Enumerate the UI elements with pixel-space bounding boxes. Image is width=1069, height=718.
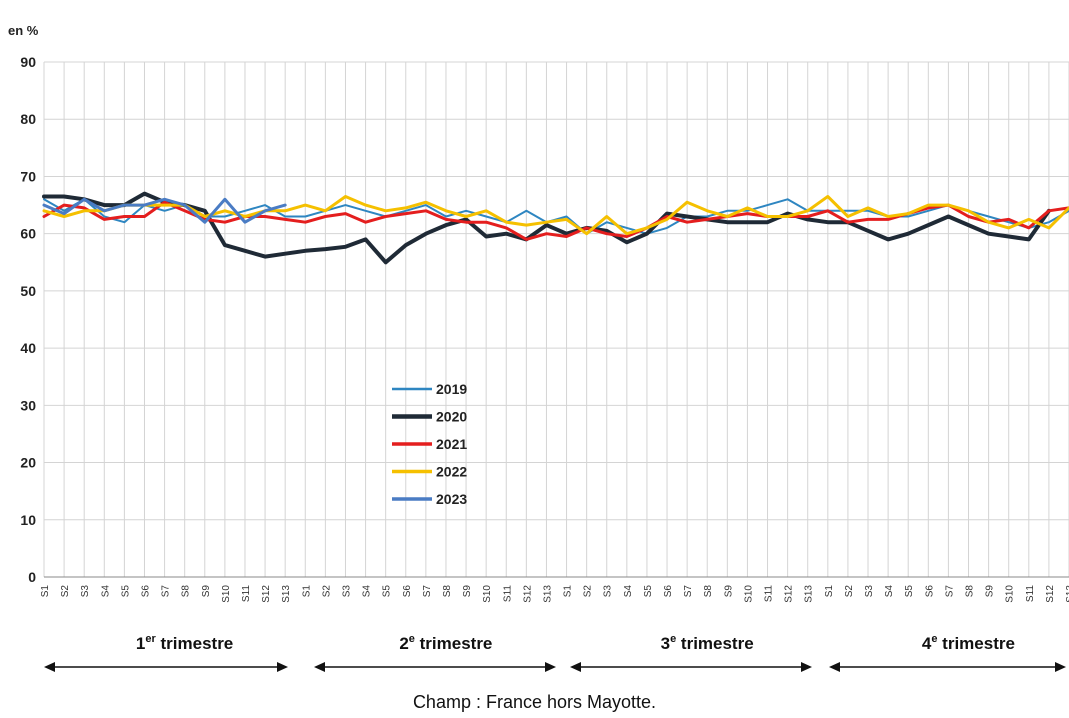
quarter-4: 4e trimestre	[829, 633, 1066, 672]
series-line-2023	[42, 197, 287, 224]
x-tick-label: S12	[522, 585, 533, 603]
x-tick-label: S12	[1045, 585, 1056, 603]
x-tick-label: S4	[100, 585, 111, 598]
x-tick-label: S10	[743, 585, 754, 603]
y-tick-label: 20	[20, 455, 36, 471]
x-tick-label: S9	[723, 585, 734, 598]
x-tick-label: S10	[482, 585, 493, 603]
x-tick-label: S11	[502, 585, 513, 602]
x-tick-label: S11	[764, 585, 775, 602]
x-tick-label: S6	[402, 585, 413, 598]
x-tick-label: S3	[80, 585, 91, 598]
x-tick-label: S8	[442, 585, 453, 598]
x-tick-label: S4	[884, 585, 895, 598]
x-tick-label: S6	[663, 585, 674, 598]
y-tick-label: 80	[20, 111, 36, 127]
x-tick-label: S1	[563, 585, 574, 598]
x-tick-label: S3	[341, 585, 352, 598]
x-tick-label: S13	[804, 585, 815, 603]
quarter-label: 4e trimestre	[922, 633, 1015, 653]
x-tick-label: S7	[944, 585, 955, 598]
y-tick-label: 10	[20, 512, 36, 528]
quarter-arrow-right	[1055, 662, 1066, 672]
x-tick-label: S4	[362, 585, 373, 598]
quarter-label: 2e trimestre	[399, 633, 492, 653]
x-tick-label: S8	[703, 585, 714, 598]
x-tick-label: S6	[924, 585, 935, 598]
legend-label-2021: 2021	[436, 436, 467, 452]
y-unit-label: en %	[8, 23, 39, 38]
x-tick-label: S5	[120, 585, 131, 598]
quarter-arrow-right	[801, 662, 812, 672]
quarter-arrow-right	[545, 662, 556, 672]
quarter-arrow-left	[314, 662, 325, 672]
quarter-arrow-right	[277, 662, 288, 672]
quarter-1: 1er trimestre	[44, 633, 288, 672]
x-tick-label: S7	[161, 585, 172, 598]
quarter-label: 3e trimestre	[661, 633, 754, 653]
x-tick-label: S5	[904, 585, 915, 598]
x-tick-label: S13	[542, 585, 553, 603]
x-tick-label: S3	[603, 585, 614, 598]
x-tick-label: S8	[181, 585, 192, 598]
legend-label-2020: 2020	[436, 409, 467, 425]
x-tick-label: S2	[844, 585, 855, 598]
series-line-2020	[42, 191, 1051, 265]
quarter-3: 3e trimestre	[570, 633, 812, 672]
y-tick-label: 0	[28, 569, 36, 585]
y-tick-label: 90	[20, 54, 36, 70]
legend-label-2022: 2022	[436, 464, 467, 480]
x-tick-label: S11	[241, 585, 252, 602]
y-tick-label: 30	[20, 397, 36, 413]
x-tick-label: S7	[683, 585, 694, 598]
x-tick-label: S4	[623, 585, 634, 598]
x-tick-label: S7	[422, 585, 433, 598]
x-tick-label: S6	[140, 585, 151, 598]
x-tick-label: S12	[784, 585, 795, 603]
series-line-2022	[42, 195, 1069, 236]
x-tick-label: S10	[1005, 585, 1016, 603]
legend-label-2023: 2023	[436, 491, 467, 507]
x-tick-label: S5	[382, 585, 393, 598]
x-tick-label: S2	[583, 585, 594, 598]
legend-label-2019: 2019	[436, 381, 467, 397]
x-tick-label: S9	[462, 585, 473, 598]
x-tick-label: S2	[321, 585, 332, 598]
x-tick-label: S2	[60, 585, 71, 598]
x-tick-label: S13	[1065, 585, 1069, 603]
quarter-arrow-left	[570, 662, 581, 672]
x-tick-label: S9	[985, 585, 996, 598]
x-tick-label: S12	[261, 585, 272, 603]
x-tick-label: S13	[281, 585, 292, 603]
line-chart: en % 0 10 20 30 40 50 60 70 80 90 S1 S2 S3 S4 S5 S6 S7 S8 S…	[8, 23, 1069, 672]
x-tick-label: S1	[824, 585, 835, 598]
quarter-label: 1er trimestre	[136, 633, 233, 653]
x-tick-label: S11	[1025, 585, 1036, 602]
y-tick-label: 50	[20, 283, 36, 299]
quarter-2: 2e trimestre	[314, 633, 556, 672]
chart-footnote: Champ : France hors Mayotte.	[412, 692, 657, 712]
quarter-arrow-left	[44, 662, 55, 672]
x-tick-label: S10	[221, 585, 232, 603]
y-tick-label: 60	[20, 226, 36, 242]
y-tick-label: 70	[20, 168, 36, 184]
x-tick-label: S8	[965, 585, 976, 598]
x-tick-label: S9	[201, 585, 212, 598]
y-tick-label: 40	[20, 340, 36, 356]
x-tick-label: S1	[301, 585, 312, 598]
x-tick-label: S3	[864, 585, 875, 598]
quarter-arrow-left	[829, 662, 840, 672]
x-tick-label: S1	[40, 585, 51, 598]
x-tick-label: S5	[643, 585, 654, 598]
